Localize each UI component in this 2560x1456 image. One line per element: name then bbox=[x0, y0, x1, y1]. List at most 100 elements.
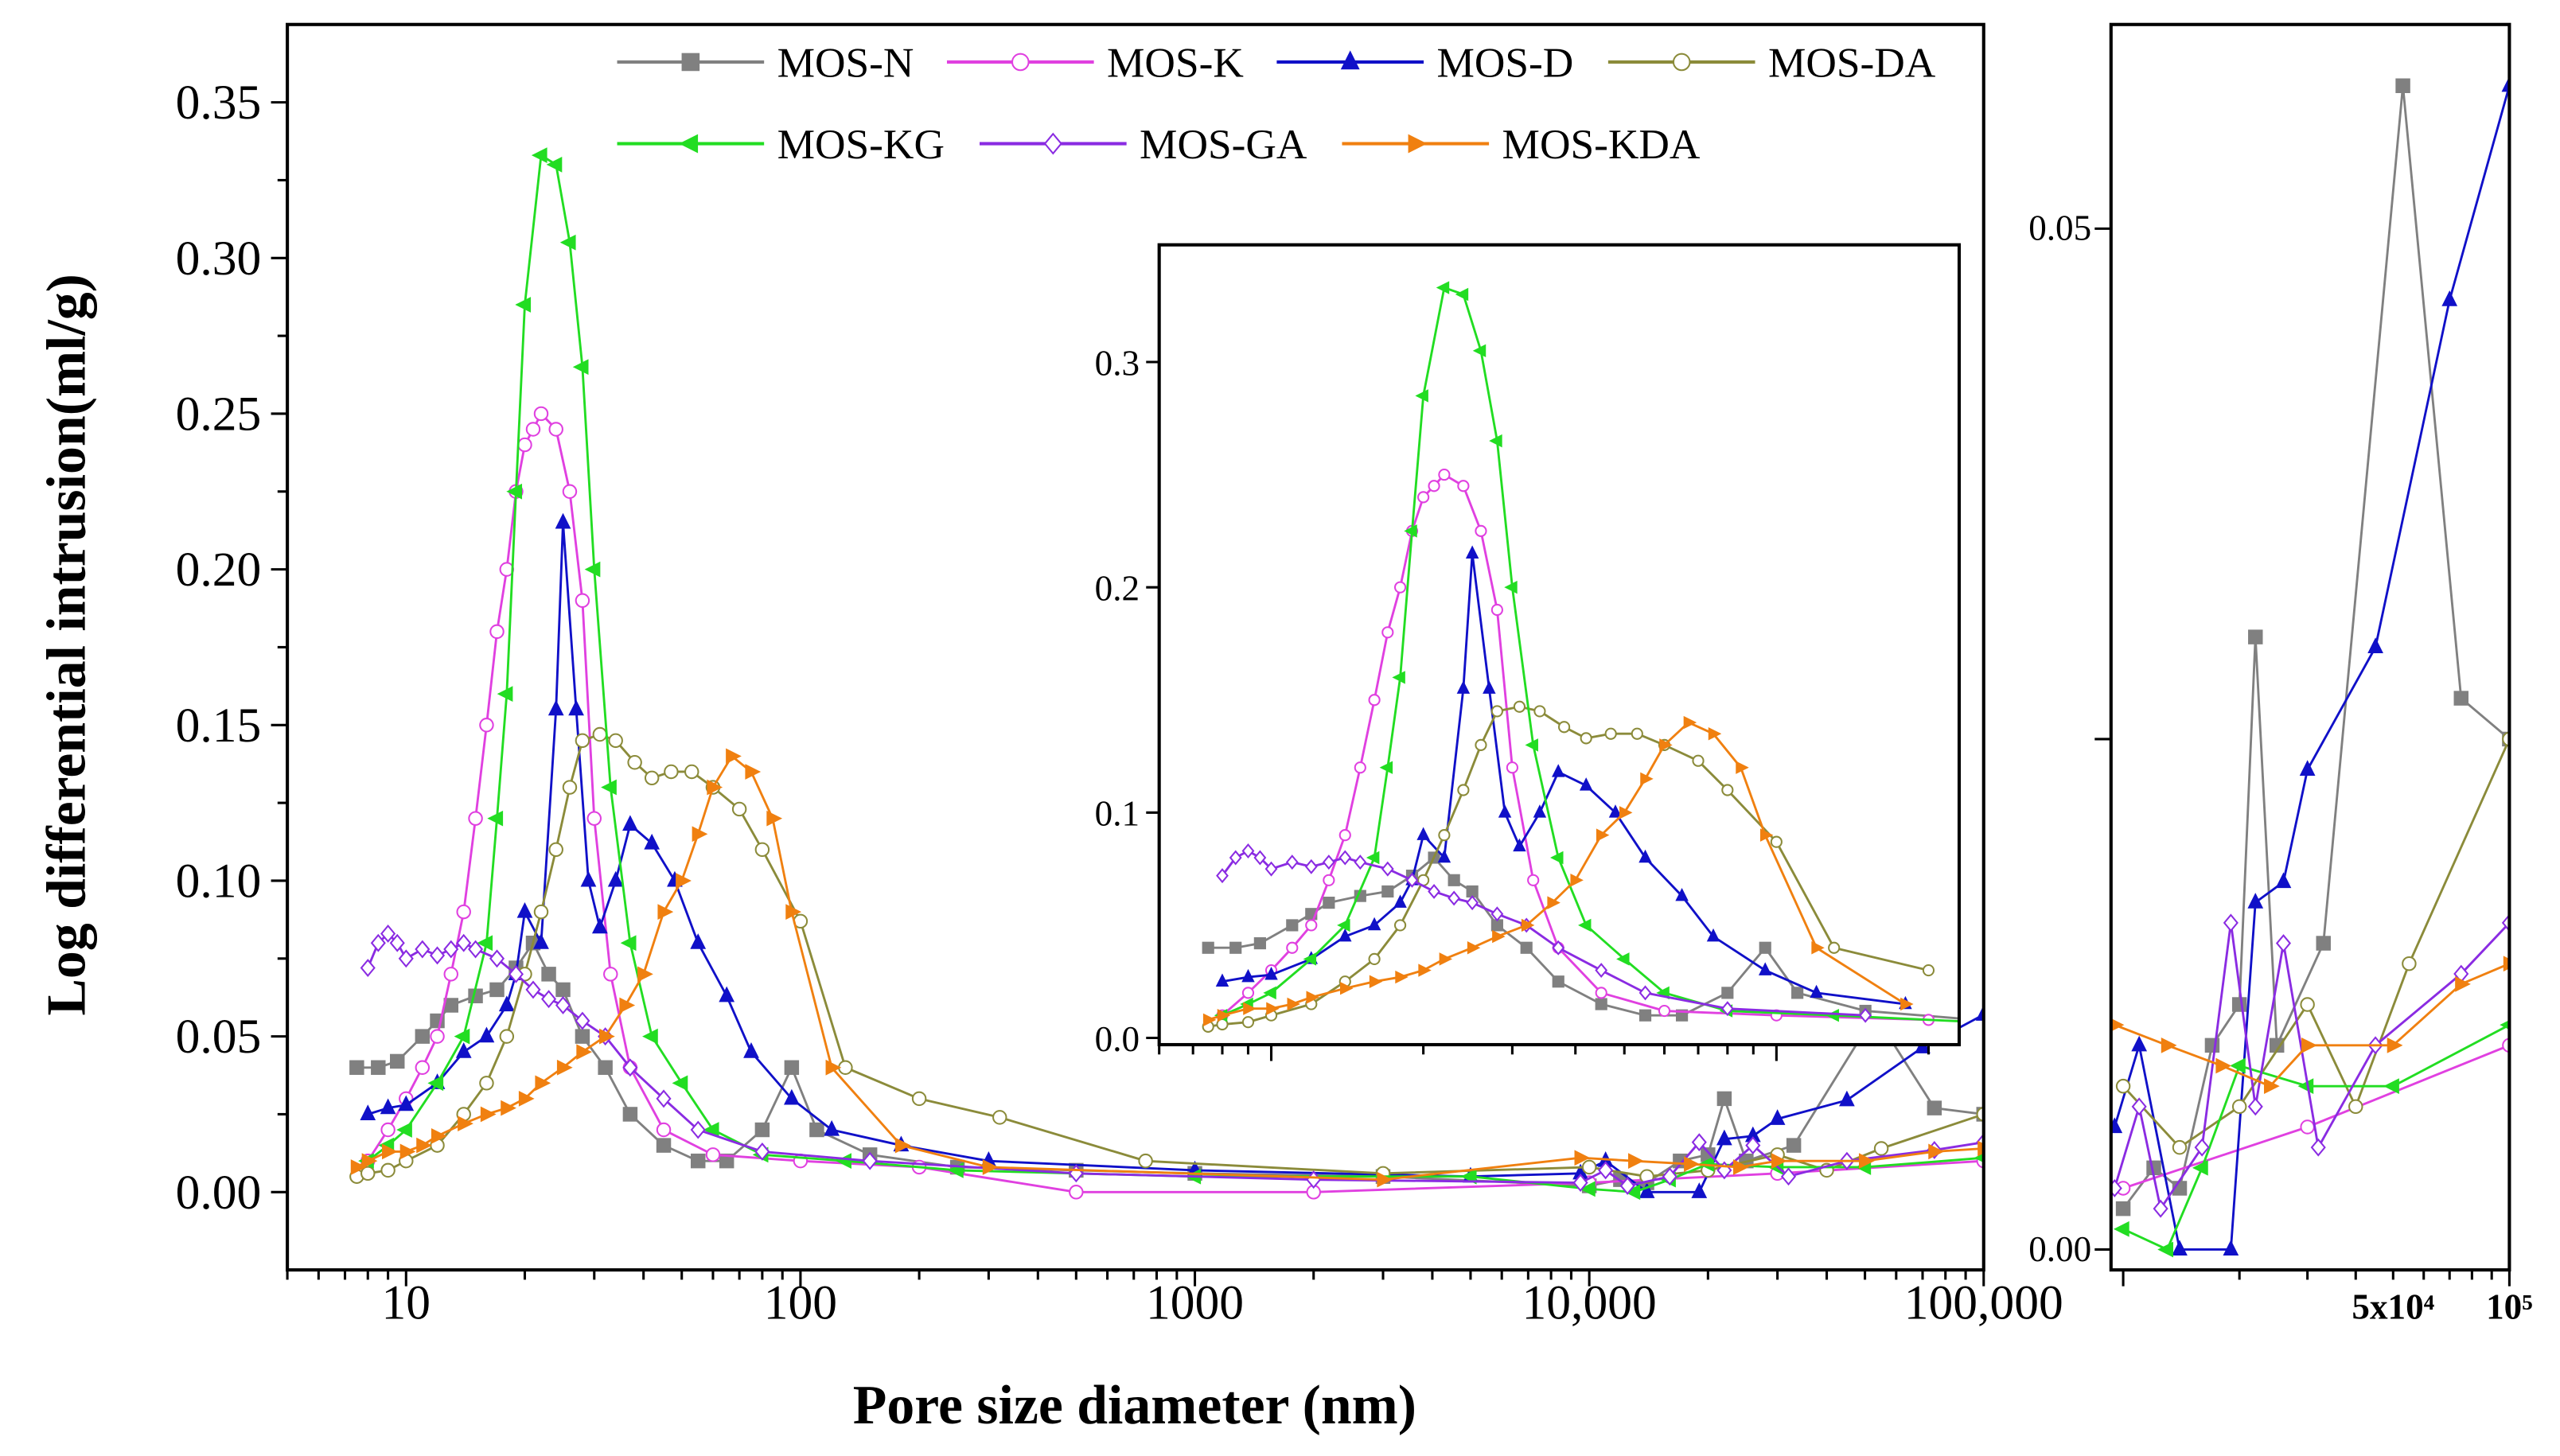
data-point bbox=[911, 1091, 927, 1107]
data-point bbox=[562, 484, 578, 500]
data-point bbox=[555, 512, 571, 529]
data-point bbox=[480, 1106, 497, 1123]
data-point bbox=[754, 842, 770, 858]
data-point bbox=[390, 1053, 405, 1069]
data-point bbox=[2231, 1099, 2247, 1115]
data-point bbox=[1708, 726, 1722, 741]
data-point bbox=[982, 1159, 999, 1175]
data-point bbox=[398, 949, 414, 968]
data-point bbox=[2223, 1240, 2239, 1256]
x-tick-label: 1000 bbox=[1146, 1276, 1244, 1330]
data-point bbox=[2172, 1240, 2188, 1256]
data-point bbox=[1455, 287, 1469, 302]
data-point bbox=[603, 967, 618, 982]
x-axis-title: Pore size diameter (nm) bbox=[853, 1375, 1416, 1436]
data-point bbox=[546, 157, 563, 173]
data-point bbox=[1475, 738, 1487, 751]
data-point bbox=[1858, 1153, 1875, 1170]
inset-panel: 0.0 0.1 0.2 0.3 bbox=[1095, 243, 1962, 1061]
data-point bbox=[1438, 829, 1451, 842]
data-point bbox=[2115, 1078, 2131, 1094]
data-point bbox=[824, 1119, 840, 1136]
data-point bbox=[2453, 691, 2468, 706]
data-point bbox=[1659, 738, 1673, 752]
legend-label: MOS-KG bbox=[777, 120, 945, 168]
data-point bbox=[1608, 804, 1623, 818]
data-point bbox=[2301, 1037, 2317, 1053]
data-point bbox=[2172, 1139, 2188, 1155]
data-point bbox=[1638, 1182, 1655, 1198]
inset-y-tick-label: 0.0 bbox=[1095, 1019, 1140, 1059]
data-point bbox=[1770, 835, 1783, 848]
data-point bbox=[1472, 344, 1487, 358]
data-point bbox=[468, 811, 483, 826]
series-mos-kg bbox=[1214, 281, 1959, 1023]
data-point bbox=[555, 996, 571, 1014]
data-point bbox=[1416, 827, 1430, 840]
data-point bbox=[559, 234, 576, 251]
legend-marker bbox=[1672, 53, 1691, 72]
data-point bbox=[1322, 855, 1335, 870]
data-point bbox=[620, 935, 637, 952]
data-point bbox=[1404, 524, 1417, 538]
data-point bbox=[1264, 861, 1278, 877]
data-point bbox=[443, 940, 459, 959]
series-mos-da bbox=[2115, 731, 2510, 1155]
data-point bbox=[380, 925, 396, 943]
data-point bbox=[548, 842, 563, 858]
series-mos-kda bbox=[2110, 956, 2510, 1095]
series-line bbox=[1221, 849, 1866, 1017]
data-point bbox=[443, 998, 458, 1013]
data-point bbox=[622, 1107, 638, 1122]
data-point bbox=[1305, 919, 1318, 932]
data-point bbox=[1786, 1138, 1802, 1153]
data-point bbox=[1393, 919, 1407, 932]
data-point bbox=[1465, 545, 1479, 559]
data-point bbox=[2247, 893, 2264, 909]
data-point bbox=[487, 810, 504, 827]
legend-label: MOS-K bbox=[1107, 38, 1244, 86]
data-point bbox=[2367, 637, 2383, 654]
data-point bbox=[1337, 918, 1350, 932]
data-point bbox=[608, 733, 623, 749]
side-y-tick-label: 0.05 bbox=[2028, 208, 2091, 248]
data-point bbox=[622, 815, 638, 831]
data-point bbox=[415, 940, 431, 959]
data-point bbox=[576, 1044, 593, 1061]
data-point bbox=[1418, 964, 1432, 977]
data-point bbox=[2113, 1220, 2129, 1237]
data-point bbox=[1354, 855, 1367, 870]
data-point bbox=[1405, 872, 1419, 888]
data-point bbox=[1483, 680, 1496, 694]
data-point bbox=[731, 801, 747, 817]
data-point bbox=[1415, 389, 1428, 403]
series-mos-kda bbox=[350, 748, 1984, 1188]
data-point bbox=[1598, 1161, 1614, 1180]
data-point bbox=[1229, 941, 1242, 954]
data-point bbox=[516, 901, 533, 918]
data-point bbox=[575, 733, 590, 749]
data-point bbox=[2161, 1037, 2177, 1053]
data-point bbox=[1393, 581, 1407, 594]
data-point bbox=[825, 1059, 842, 1076]
data-point bbox=[1595, 998, 1607, 1010]
data-point bbox=[2316, 936, 2331, 951]
data-point bbox=[478, 1026, 495, 1043]
data-point bbox=[1619, 806, 1633, 819]
data-point bbox=[619, 997, 636, 1014]
data-point bbox=[562, 780, 578, 795]
y-tick-label: 0.25 bbox=[176, 387, 262, 441]
data-point bbox=[784, 1088, 800, 1105]
data-point bbox=[1241, 987, 1255, 999]
data-point bbox=[360, 1104, 376, 1121]
data-point bbox=[1457, 480, 1470, 492]
data-point bbox=[1448, 890, 1461, 906]
data-point bbox=[1243, 1002, 1257, 1015]
data-point bbox=[1810, 984, 1823, 999]
legend-item-mos-kda: MOS-KDA bbox=[1342, 120, 1701, 168]
data-point bbox=[1550, 851, 1564, 865]
data-point bbox=[1490, 603, 1503, 617]
data-point bbox=[2131, 1035, 2148, 1052]
data-point bbox=[1457, 784, 1470, 796]
series-line bbox=[367, 411, 1984, 1193]
